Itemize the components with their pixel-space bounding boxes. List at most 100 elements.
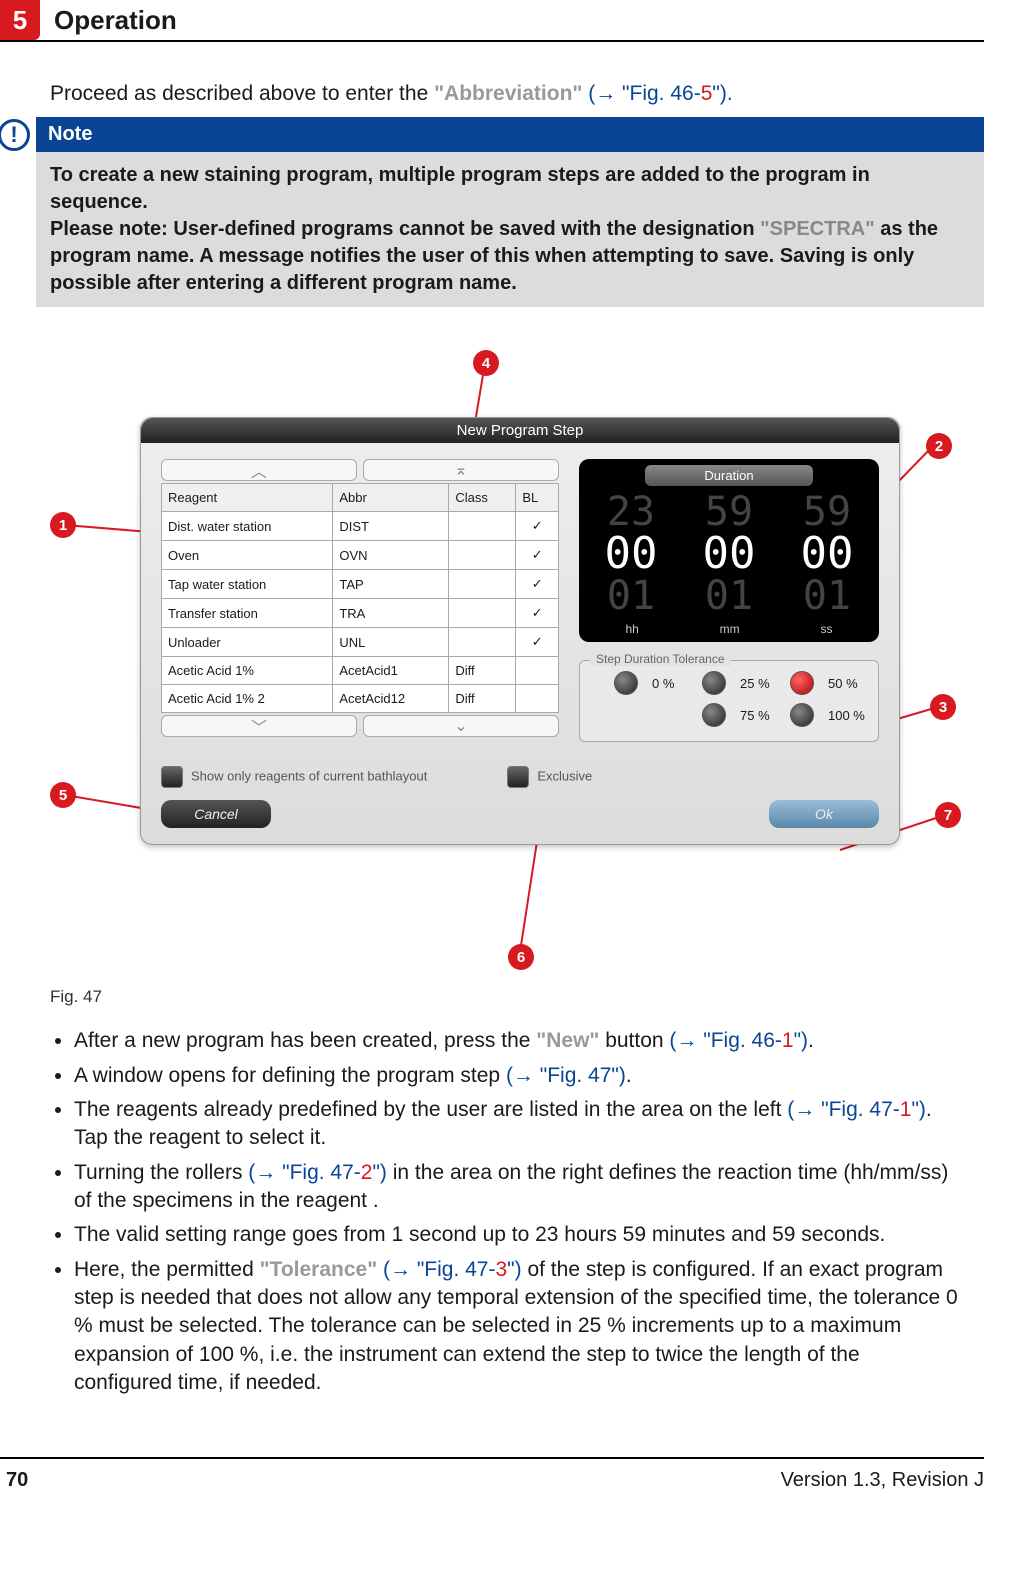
ref-num: 1 <box>900 1098 912 1121</box>
exclusive-checkbox[interactable] <box>507 766 529 788</box>
new-program-step-dialog: New Program Step ︿ ⌅ Reagent Abbr Class … <box>140 417 900 845</box>
ref-link[interactable]: (→ "Fig. 47 <box>383 1258 488 1281</box>
cell: OVN <box>333 541 449 570</box>
cell <box>449 541 516 570</box>
tolerance-legend: Step Duration Tolerance <box>590 652 731 666</box>
tol-label: 25 % <box>740 676 780 691</box>
bullet-6: Here, the permitted "Tolerance" (→ "Fig.… <box>74 1256 962 1398</box>
text: Turning the rollers <box>74 1161 248 1184</box>
duration-label: Duration <box>645 465 813 486</box>
show-only-checkbox-wrap[interactable]: Show only reagents of current bathlayout <box>161 766 427 788</box>
cell: AcetAcid1 <box>333 657 449 685</box>
tolerance-100-radio[interactable] <box>790 703 814 727</box>
scroll-top-icon[interactable]: ⌅ <box>363 459 559 481</box>
ref-dash: - <box>893 1098 900 1121</box>
table-row[interactable]: OvenOVN✓ <box>162 541 559 570</box>
bullet-4: Turning the rollers (→ "Fig. 47-2") in t… <box>74 1159 962 1216</box>
roller-val: 59 <box>685 492 773 532</box>
callout-2: 2 <box>926 433 952 459</box>
scroll-up-left-icon[interactable]: ︿ <box>161 459 357 481</box>
ref-num: 1 <box>782 1029 794 1052</box>
unit-mm: mm <box>720 622 740 636</box>
text: The reagents already predefined by the u… <box>74 1098 787 1121</box>
ref-link[interactable]: (→ "Fig. 47 <box>787 1098 892 1121</box>
ref-close: ") <box>507 1258 521 1281</box>
cell <box>516 685 559 713</box>
cell: Transfer station <box>162 599 333 628</box>
chapter-number: 5 <box>0 0 40 40</box>
figure-47: 4 1 2 3 5 6 7 New Program Step ︿ ⌅ Reage… <box>50 347 962 977</box>
cell <box>449 512 516 541</box>
cell: Diff <box>449 657 516 685</box>
col-bl: BL <box>516 484 559 512</box>
cell: Diff <box>449 685 516 713</box>
show-only-checkbox[interactable] <box>161 766 183 788</box>
roller-val: 00 <box>685 532 773 576</box>
intro-ref-dash: - <box>694 82 701 105</box>
table-row[interactable]: Acetic Acid 1%AcetAcid1Diff <box>162 657 559 685</box>
cancel-button[interactable]: Cancel <box>161 800 271 828</box>
tol-label: 0 % <box>652 676 692 691</box>
table-row[interactable]: Acetic Acid 1% 2AcetAcid12Diff <box>162 685 559 713</box>
tolerance-25-radio[interactable] <box>702 671 726 695</box>
roller-ss[interactable]: 59 00 01 <box>783 492 871 616</box>
info-icon: ! <box>0 119 30 151</box>
ok-button[interactable]: Ok <box>769 800 879 828</box>
callout-7: 7 <box>935 802 961 828</box>
cell: TAP <box>333 570 449 599</box>
term: "New" <box>536 1029 599 1052</box>
cell: Acetic Acid 1% 2 <box>162 685 333 713</box>
reagent-panel: ︿ ⌅ Reagent Abbr Class BL Dist. water st… <box>161 459 559 742</box>
tolerance-0-radio[interactable] <box>614 671 638 695</box>
note-line2a: Please note: User-defined programs canno… <box>50 218 760 240</box>
intro-ref-num: 5 <box>701 82 713 105</box>
scroll-bottom-icon[interactable]: ⌄ <box>363 715 559 737</box>
scroll-down-left-icon[interactable]: ﹀ <box>161 715 357 737</box>
intro-text: Proceed as described above to enter the <box>50 82 434 105</box>
note-label: Note <box>48 123 92 145</box>
duration-panel: Duration 23 00 01 59 00 01 <box>579 459 879 742</box>
tolerance-75-radio[interactable] <box>702 703 726 727</box>
cell <box>449 570 516 599</box>
cell <box>516 657 559 685</box>
roller-val: 59 <box>783 492 871 532</box>
intro-ref-open: (→ <box>588 82 622 105</box>
text: A window opens for defining the program … <box>74 1064 506 1087</box>
cell: Tap water station <box>162 570 333 599</box>
bullet-5: The valid setting range goes from 1 seco… <box>74 1221 962 1249</box>
page-footer: 70 Version 1.3, Revision J <box>0 1457 984 1492</box>
roller-mm[interactable]: 59 00 01 <box>685 492 773 616</box>
tolerance-box: Step Duration Tolerance 0 % 25 % 50 % 75… <box>579 660 879 742</box>
roller-val: 23 <box>587 492 675 532</box>
table-row[interactable]: Dist. water stationDIST✓ <box>162 512 559 541</box>
exclusive-label: Exclusive <box>537 769 592 784</box>
dialog-title: New Program Step <box>141 418 899 443</box>
bullet-list: After a new program has been created, pr… <box>50 1027 962 1397</box>
roller-val: 01 <box>783 576 871 616</box>
intro-ref-link[interactable]: "Fig. 46 <box>622 82 694 105</box>
cell: DIST <box>333 512 449 541</box>
ref-link[interactable]: (→ "Fig. 46 <box>669 1029 774 1052</box>
ref-num: 3 <box>495 1258 507 1281</box>
table-row[interactable]: Transfer stationTRA✓ <box>162 599 559 628</box>
tolerance-50-radio[interactable] <box>790 671 814 695</box>
col-class: Class <box>449 484 516 512</box>
table-row[interactable]: Tap water stationTAP✓ <box>162 570 559 599</box>
roller-val: 00 <box>783 532 871 576</box>
duration-rollers[interactable]: 23 00 01 59 00 01 59 00 <box>585 492 873 616</box>
reagent-table: Reagent Abbr Class BL Dist. water statio… <box>161 483 559 713</box>
page-header: 5 Operation <box>0 0 984 42</box>
callout-1: 1 <box>50 512 76 538</box>
exclusive-checkbox-wrap[interactable]: Exclusive <box>507 766 592 788</box>
ref-link[interactable]: (→ "Fig. 47") <box>506 1064 626 1087</box>
text: Here, the permitted <box>74 1258 260 1281</box>
roller-hh[interactable]: 23 00 01 <box>587 492 675 616</box>
table-row[interactable]: UnloaderUNL✓ <box>162 628 559 657</box>
unit-hh: hh <box>625 622 638 636</box>
ref-link[interactable]: (→ "Fig. 47 <box>248 1161 353 1184</box>
cell: ✓ <box>516 628 559 657</box>
show-only-label: Show only reagents of current bathlayout <box>191 769 427 784</box>
text: After a new program has been created, pr… <box>74 1029 536 1052</box>
chapter-title: Operation <box>54 5 177 36</box>
tol-label: 75 % <box>740 708 780 723</box>
